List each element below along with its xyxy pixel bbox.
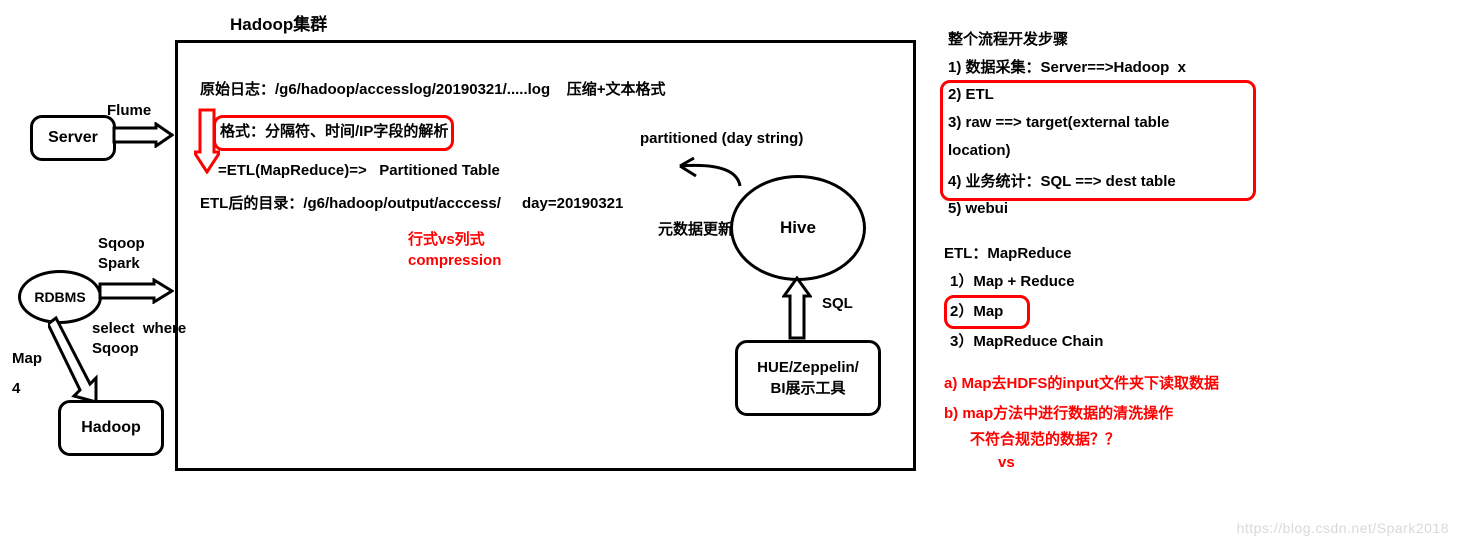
partitioned-text: partitioned (day string) xyxy=(640,130,803,147)
note-b2: 不符合规范的数据？？ xyxy=(970,428,1120,449)
note-vs: vs xyxy=(998,454,1015,471)
arrow-rdbms-to-hadoop xyxy=(48,316,108,406)
compression-text: compression xyxy=(408,252,501,269)
etl-mr-text: =ETL(MapReduce)=> Partitioned Table xyxy=(218,162,500,179)
note-b: b) map方法中进行数据的清洗操作 xyxy=(944,402,1173,423)
step1: 1) 数据采集：Server==>Hadoop x xyxy=(948,56,1186,77)
step2: 2) ETL xyxy=(948,86,994,103)
arrow-hue-to-hive xyxy=(782,276,812,340)
map-side-label: Map xyxy=(12,350,42,367)
etl1: 1）Map + Reduce xyxy=(950,270,1075,291)
etl-title: ETL：MapReduce xyxy=(944,242,1072,263)
arrow-partitioned xyxy=(640,152,750,192)
hive-label: Hive xyxy=(780,218,816,238)
hadoop-small-box: Hadoop xyxy=(58,400,164,456)
arrow-server-to-cluster xyxy=(112,122,174,148)
etl2: 2）Map xyxy=(950,300,1003,321)
day-text: day=20190321 xyxy=(522,195,623,212)
step3b: location) xyxy=(948,142,1011,159)
server-label: Server xyxy=(48,129,98,147)
meta-text: 元数据更新 xyxy=(658,218,733,239)
steps-title: 整个流程开发步骤 xyxy=(948,28,1068,49)
arrow-rdbms-to-cluster xyxy=(98,278,174,304)
rdbms-label: RDBMS xyxy=(34,289,85,305)
hadoop-cluster-title: Hadoop集群 xyxy=(230,10,327,35)
step5: 5) webui xyxy=(948,200,1008,217)
flume-label: Flume xyxy=(107,102,151,119)
raw-log-text: 原始日志：/g6/hadoop/accesslog/20190321/.....… xyxy=(200,78,666,99)
spark-label: Spark xyxy=(98,255,140,272)
server-box: Server xyxy=(30,115,116,161)
hue-box: HUE/Zeppelin/ BI展示工具 xyxy=(735,340,881,416)
format-text: 格式：分隔符、时间/IP字段的解析 xyxy=(220,120,448,141)
hue-line2: BI展示工具 xyxy=(770,378,845,399)
hive-node: Hive xyxy=(730,175,866,281)
etl3: 3）MapReduce Chain xyxy=(950,330,1103,351)
watermark: https://blog.csdn.net/Spark2018 xyxy=(1237,520,1449,536)
row-col-text: 行式vs列式 xyxy=(408,228,485,249)
four-label: 4 xyxy=(12,380,20,397)
step4: 4) 业务统计：SQL ==> dest table xyxy=(948,170,1176,191)
note-a: a) Map去HDFS的input文件夹下读取数据 xyxy=(944,372,1219,393)
step3: 3) raw ==> target(external table xyxy=(948,114,1169,131)
sql-text: SQL xyxy=(822,295,853,312)
etl-dir-text: ETL后的目录：/g6/hadoop/output/acccess/ xyxy=(200,192,501,213)
sqoop-label: Sqoop xyxy=(98,235,145,252)
hadoop-small-label: Hadoop xyxy=(81,419,141,437)
hue-line1: HUE/Zeppelin/ xyxy=(757,357,859,378)
